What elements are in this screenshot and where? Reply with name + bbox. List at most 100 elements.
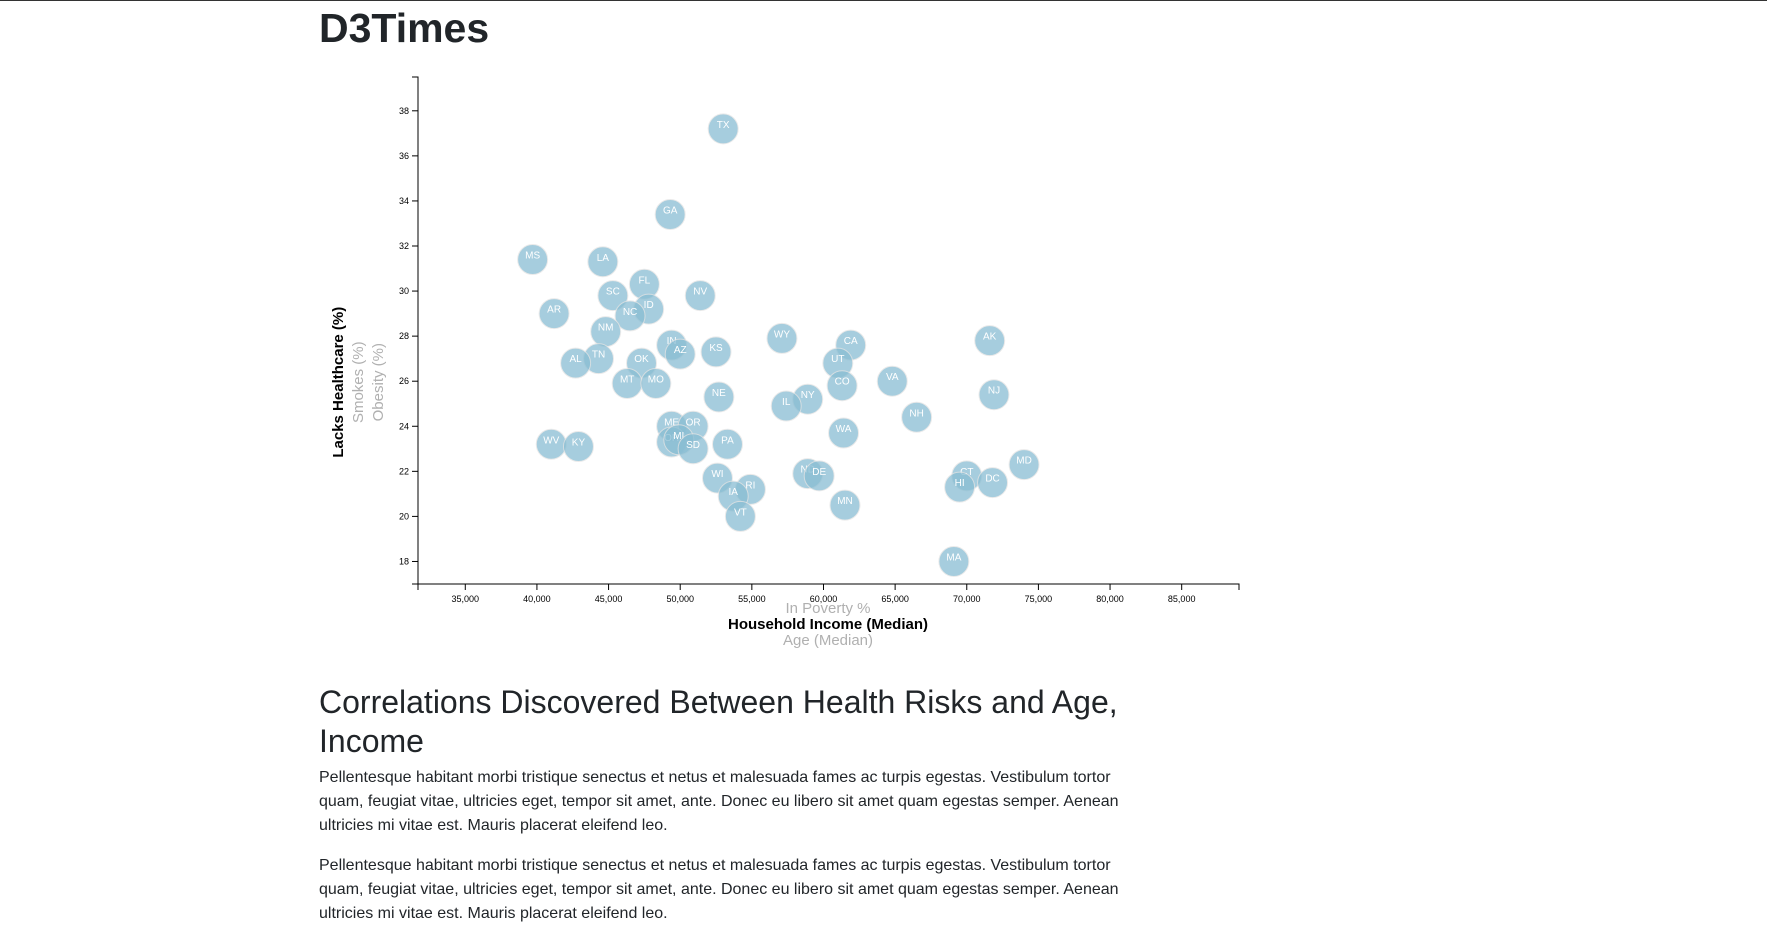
state-marker-mt[interactable]: MT (611, 367, 643, 399)
state-marker-az[interactable]: AZ (664, 338, 696, 370)
state-circle[interactable] (974, 325, 1006, 357)
top-border (0, 0, 1767, 1)
state-circle[interactable] (829, 489, 861, 521)
state-marker-tx[interactable]: TX (707, 113, 739, 145)
state-marker-ky[interactable]: KY (562, 431, 594, 463)
state-circle[interactable] (803, 460, 835, 492)
state-label: OK (634, 354, 649, 365)
state-circle[interactable] (1008, 449, 1040, 481)
state-label: NC (623, 307, 637, 318)
state-circle[interactable] (901, 401, 933, 433)
y-tick-label: 24 (399, 421, 409, 431)
state-marker-sc[interactable]: SC (597, 280, 629, 312)
state-circle[interactable] (640, 367, 672, 399)
state-circle[interactable] (724, 500, 756, 532)
x-tick-label: 65,000 (881, 594, 909, 604)
state-circle[interactable] (684, 280, 716, 312)
state-circle[interactable] (944, 471, 976, 503)
x-axis-option-2[interactable]: Age (Median) (783, 632, 873, 649)
state-circle[interactable] (978, 379, 1010, 411)
state-marker-nj[interactable]: NJ (978, 379, 1010, 411)
state-circle[interactable] (938, 545, 970, 577)
y-axis: 18 20 22 24 26 28 30 32 34 36 38 (399, 76, 419, 585)
state-label: FL (639, 275, 651, 286)
state-circle[interactable] (711, 428, 743, 460)
state-circle[interactable] (700, 336, 732, 368)
x-axis-option-1[interactable]: Household Income (Median) (728, 616, 928, 633)
state-marker-nh[interactable]: NH (901, 401, 933, 433)
state-marker-mo[interactable]: MO (640, 367, 672, 399)
state-marker-va[interactable]: VA (876, 365, 908, 397)
state-circle[interactable] (517, 244, 549, 276)
state-marker-md[interactable]: MD (1008, 449, 1040, 481)
state-marker-wy[interactable]: WY (766, 322, 798, 354)
state-circle[interactable] (677, 433, 709, 465)
state-marker-ne[interactable]: NE (703, 381, 735, 413)
state-marker-mn[interactable]: MN (829, 489, 861, 521)
state-label: MI (673, 431, 684, 442)
state-marker-co[interactable]: CO (826, 370, 858, 402)
state-circle[interactable] (562, 431, 594, 463)
y-axis-option-2[interactable]: Obesity (%) (370, 343, 387, 421)
state-label: PA (721, 435, 734, 446)
y-axis-option-0[interactable]: Lacks Healthcare (%) (330, 307, 347, 458)
state-label: UT (831, 354, 844, 365)
state-circle[interactable] (766, 322, 798, 354)
state-label: GA (663, 205, 678, 216)
state-marker-wa[interactable]: WA (828, 417, 860, 449)
state-label: NY (801, 390, 815, 401)
state-marker-ar[interactable]: AR (538, 298, 570, 330)
state-circle[interactable] (707, 113, 739, 145)
state-label: CO (835, 377, 850, 388)
x-tick-label: 85,000 (1168, 594, 1196, 604)
state-circle[interactable] (703, 381, 735, 413)
state-circle[interactable] (876, 365, 908, 397)
state-circle[interactable] (664, 338, 696, 370)
state-circle[interactable] (587, 246, 619, 278)
state-marker-il[interactable]: IL (770, 390, 802, 422)
state-marker-ma[interactable]: MA (938, 545, 970, 577)
plot-area: TXGAMSLAFLSCNVIDARNCNMWYAKINCAAZKSTNALOK… (517, 113, 1040, 577)
state-circle[interactable] (770, 390, 802, 422)
state-marker-al[interactable]: AL (560, 347, 592, 379)
state-marker-sd[interactable]: SD (677, 433, 709, 465)
x-tick-label: 50,000 (666, 594, 694, 604)
x-tick-label: 70,000 (953, 594, 981, 604)
state-label: SC (606, 287, 620, 298)
state-circle[interactable] (614, 300, 646, 332)
state-circle[interactable] (538, 298, 570, 330)
state-marker-ks[interactable]: KS (700, 336, 732, 368)
state-marker-nc[interactable]: NC (614, 300, 646, 332)
y-tick-label: 28 (399, 331, 409, 341)
state-marker-vt[interactable]: VT (724, 500, 756, 532)
state-marker-wv[interactable]: WV (535, 428, 567, 460)
state-marker-ga[interactable]: GA (654, 198, 686, 230)
state-marker-de[interactable]: DE (803, 460, 835, 492)
x-axis-line (417, 583, 1240, 590)
x-axis-option-0[interactable]: In Poverty % (785, 600, 870, 617)
state-circle[interactable] (654, 198, 686, 230)
state-label: WY (774, 329, 790, 340)
state-marker-nv[interactable]: NV (684, 280, 716, 312)
state-circle[interactable] (826, 370, 858, 402)
state-marker-pa[interactable]: PA (711, 428, 743, 460)
x-tick-label: 60,000 (810, 594, 838, 604)
state-marker-ms[interactable]: MS (517, 244, 549, 276)
y-tick-label: 38 (399, 106, 409, 116)
state-marker-ak[interactable]: AK (974, 325, 1006, 357)
article-heading: Correlations Discovered Between Health R… (319, 684, 1118, 759)
y-axis-option-1[interactable]: Smokes (%) (350, 341, 367, 423)
state-label: ME (664, 417, 679, 428)
state-circle[interactable] (828, 417, 860, 449)
state-circle[interactable] (597, 280, 629, 312)
state-label: SD (686, 440, 700, 451)
y-tick-label: 26 (399, 376, 409, 386)
state-label: MD (1016, 456, 1032, 467)
state-circle[interactable] (977, 467, 1009, 499)
state-marker-la[interactable]: LA (587, 246, 619, 278)
state-marker-nm[interactable]: NM (590, 316, 622, 348)
state-circle[interactable] (560, 347, 592, 379)
state-marker-hi[interactable]: HI (944, 471, 976, 503)
state-label: IA (728, 487, 738, 498)
state-marker-dc[interactable]: DC (977, 467, 1009, 499)
